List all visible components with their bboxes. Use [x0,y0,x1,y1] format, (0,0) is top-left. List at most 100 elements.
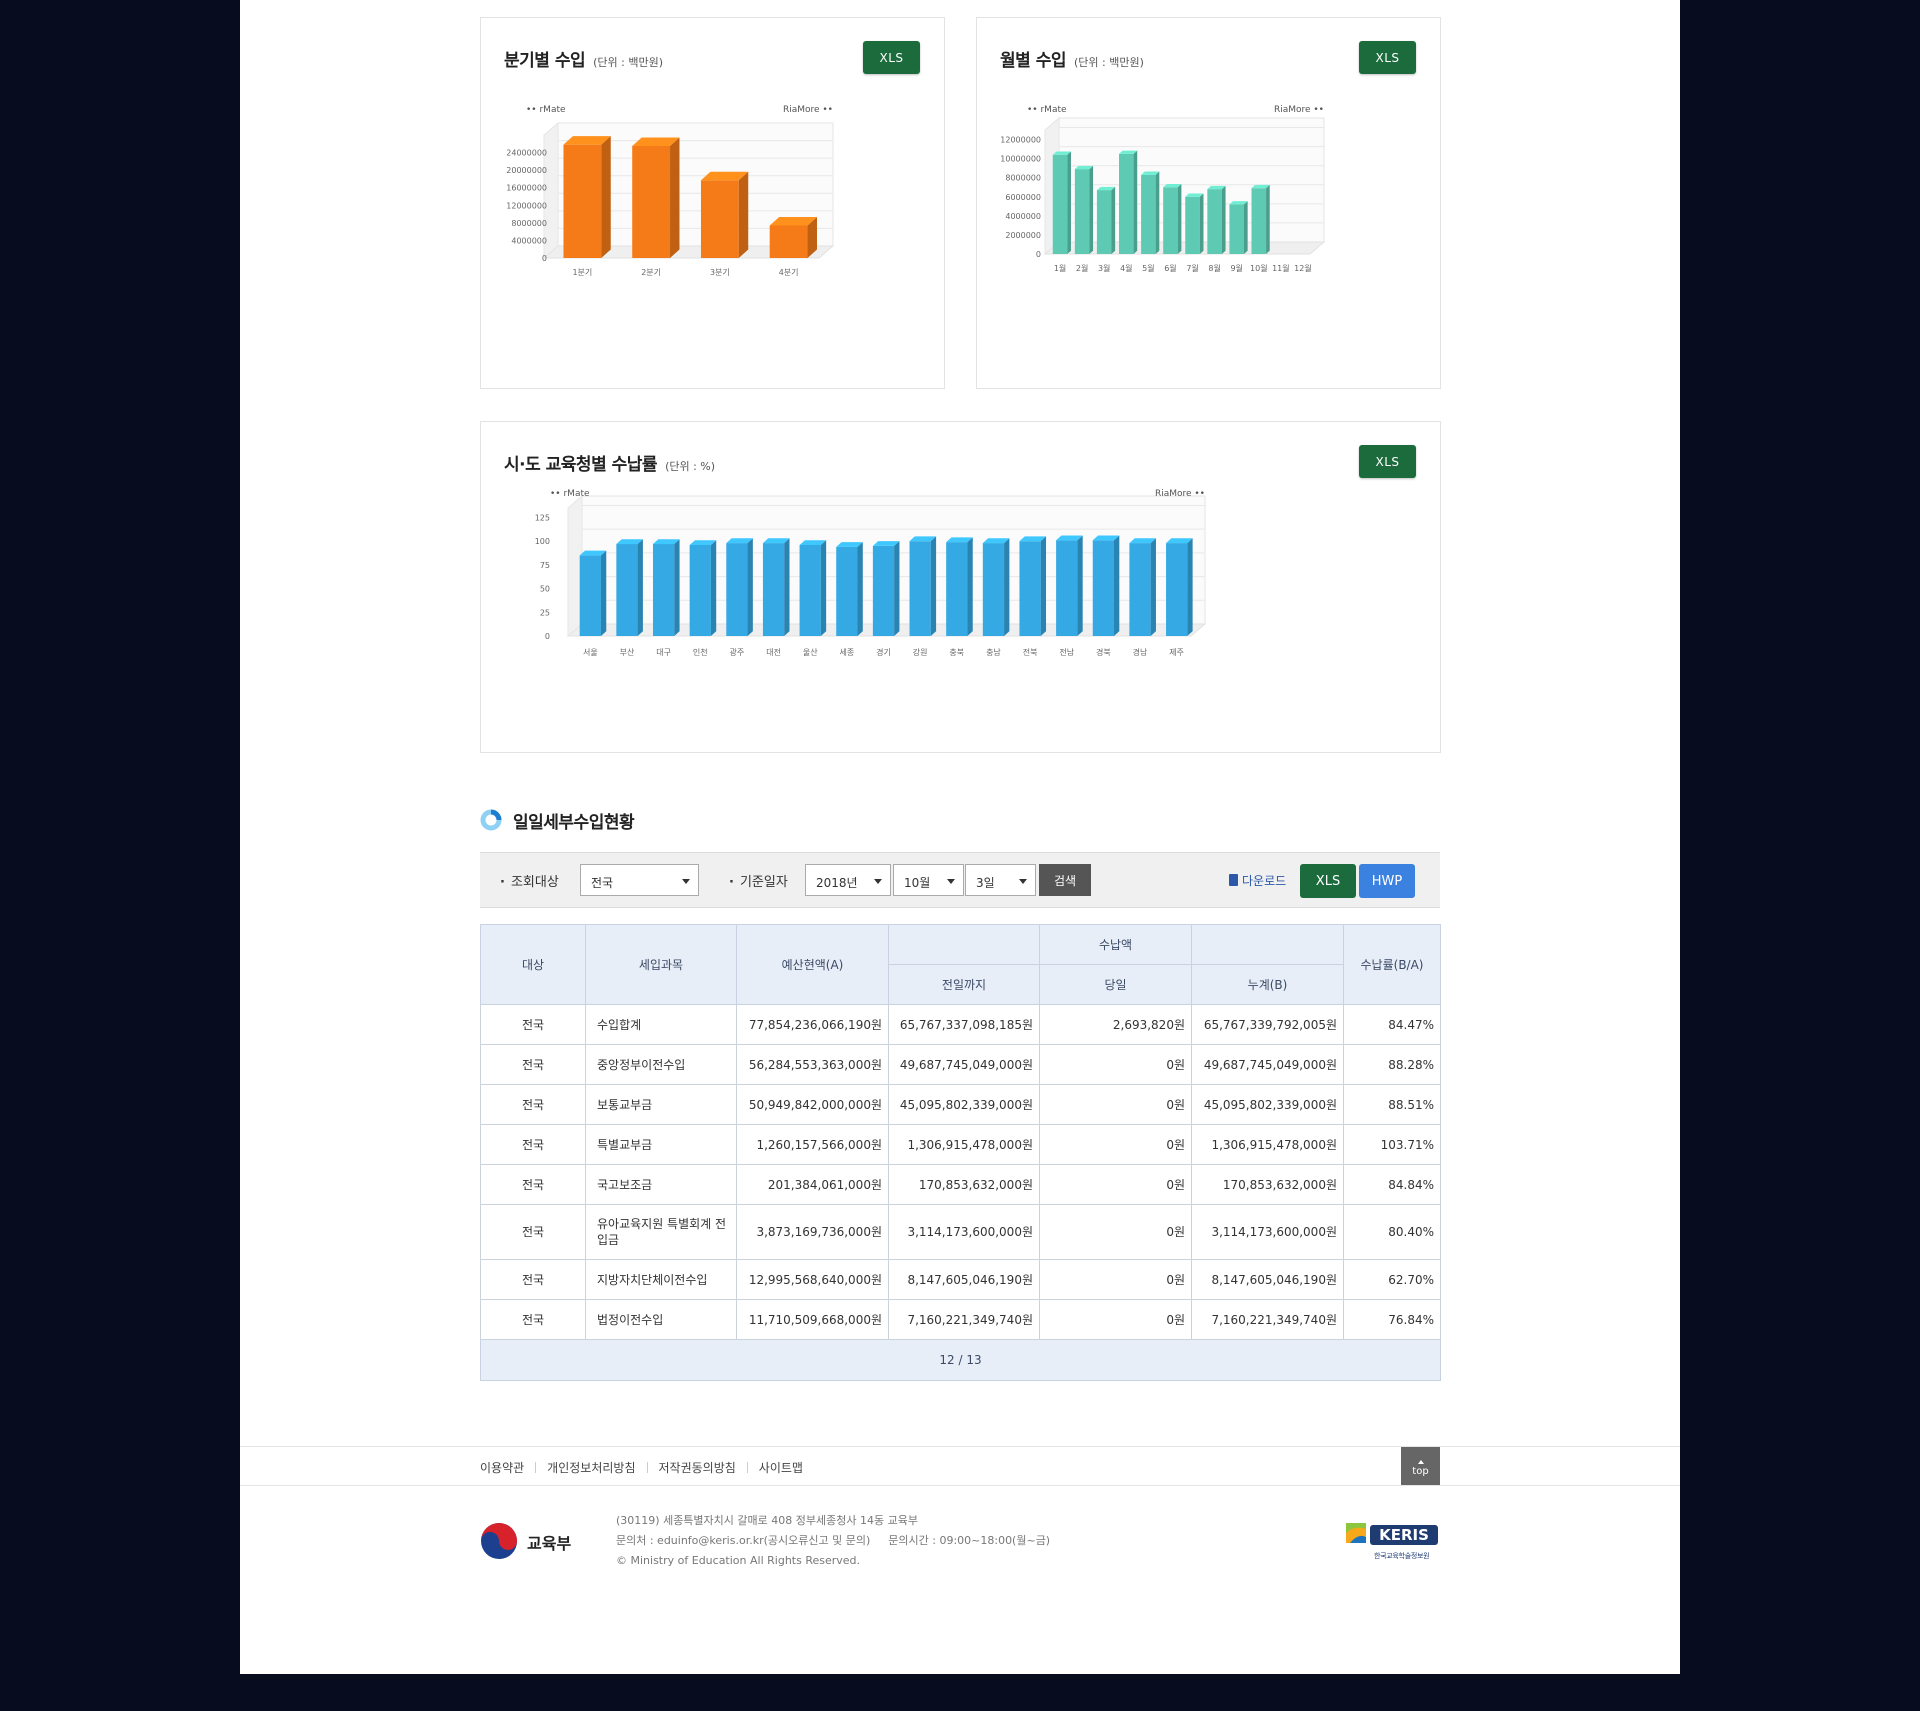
footer-divider [240,1446,1680,1447]
chart-category-label: 1월 [1054,263,1066,273]
table-cell: 49,687,745,049,000원 [1191,1044,1344,1085]
footer-divider [240,1485,1680,1486]
chart-bar [1019,536,1047,636]
chart-brand-right: RiaMore •• [1274,105,1324,115]
page [240,0,1680,1674]
table-xls-button[interactable]: XLS [1300,864,1356,898]
search-button[interactable]: 검색 [1039,864,1091,896]
chart-bar [1166,538,1193,636]
table-cell: 중앙정부이전수입 [585,1044,737,1085]
regional-chart-title: 시·도 교육청별 수납률 (단위 : %) [504,455,716,475]
chart-category-label: 3분기 [710,268,730,277]
chart-bar [652,539,680,636]
footer-link-terms[interactable]: 이용약관 [480,1461,525,1475]
table-cell: 0원 [1039,1124,1192,1165]
chart-tick-label: 12000000 [1000,136,1041,145]
chart-category-label: 제주 [1169,648,1184,657]
table-cell: 84.47% [1343,1004,1441,1045]
table-cell: 84.84% [1343,1164,1441,1205]
table-cell: 8,147,605,046,190원 [1191,1259,1344,1300]
footer-links: 이용약관 개인정보처리방침 저작권동의방침 사이트맵 [480,1459,803,1476]
chart-category-label: 부산 [620,647,635,657]
chart-category-label: 10월 [1250,263,1268,273]
chart-category-label: 2분기 [641,268,661,277]
footer-link-sitemap[interactable]: 사이트맵 [758,1461,803,1475]
table-cell: 전국 [480,1004,586,1045]
header-target: 대상 [480,924,586,1005]
table-cell: 65,767,339,792,005원 [1191,1004,1344,1045]
header-today: 당일 [1039,964,1192,1005]
chart-tick-label: 75 [540,561,550,570]
chart-side-wall [543,121,559,260]
header-cumulative: 누계(B) [1191,964,1344,1005]
footer-link-copyright[interactable]: 저작권동의방침 [658,1461,736,1475]
table-cell: 56,284,553,363,000원 [736,1044,889,1085]
quarterly-xls-button[interactable]: XLS [863,41,920,74]
day-select-value: 3일 [976,876,995,890]
chart-tick-label: 24000000 [506,149,547,158]
scroll-top-label: top [1412,1466,1429,1477]
chart-category-label: 대전 [766,647,781,657]
table-cell: 49,687,745,049,000원 [888,1044,1040,1085]
scroll-top-button[interactable]: top [1401,1447,1440,1485]
month-select-value: 10월 [904,876,931,890]
table-cell: 80.40% [1343,1204,1441,1260]
chart-bar [872,541,900,636]
download-link[interactable]: 다운로드 [1229,872,1286,889]
footer-link-privacy[interactable]: 개인정보처리방침 [547,1461,636,1475]
chart-bar [1207,185,1226,254]
year-select-value: 2018년 [816,876,858,890]
chart-bar [1229,201,1248,254]
table-cell: 8,147,605,046,190원 [888,1259,1040,1300]
chart-bar [689,540,717,636]
chart-category-label: 강원 [913,647,928,657]
table-cell: 전국 [480,1204,586,1260]
table-cell: 3,873,169,736,000원 [736,1204,889,1260]
table-cell: 전국 [480,1164,586,1205]
separator [646,1462,648,1473]
table-cell: 170,853,632,000원 [888,1164,1040,1205]
table-cell: 88.28% [1343,1044,1441,1085]
chart-tick-label: 20000000 [506,166,547,175]
table-cell: 0원 [1039,1164,1192,1205]
table-hwp-button[interactable]: HWP [1359,864,1415,898]
chevron-down-icon [947,879,955,884]
table-cell: 62.70% [1343,1259,1441,1300]
document-icon [1229,874,1238,886]
chart-category-label: 11월 [1272,263,1290,273]
table-cell: 0원 [1039,1044,1192,1085]
chart-bar [700,171,749,258]
chart-tick-label: 2000000 [1005,231,1041,240]
chevron-down-icon [1019,879,1027,884]
chart-bar [1163,183,1182,254]
chart-brand-left: •• rMate [1027,105,1067,115]
table-cell: 1,260,157,566,000원 [736,1124,889,1165]
footer-info: (30119) 세종특별자치시 갈매로 408 정부세종청사 14동 교육부 문… [616,1511,1050,1571]
pagination: 12 / 13 [480,1339,1441,1381]
monthly-xls-button[interactable]: XLS [1359,41,1416,74]
chart-bar [616,539,643,636]
ministry-emblem-icon [481,1523,517,1559]
chart-category-label: 서울 [583,648,598,657]
chevron-down-icon [874,879,882,884]
chart-category-label: 2월 [1076,263,1088,273]
month-select[interactable]: 10월 [893,864,964,896]
target-select[interactable]: 전국 [580,864,699,896]
day-select[interactable]: 3일 [965,864,1036,896]
chart-tick-label: 0 [1036,250,1041,259]
target-select-value: 전국 [591,876,614,890]
table-cell: 103.71% [1343,1124,1441,1165]
chart-tick-label: 8000000 [1005,174,1041,183]
table-cell: 45,095,802,339,000원 [888,1084,1040,1125]
chart-category-label: 충남 [986,648,1001,657]
date-label: 기준일자 [729,871,788,890]
table-cell: 국고보조금 [585,1164,737,1205]
table-row: 전국 국고보조금 201,384,061,000원 170,853,632,000원 0… [480,1164,1441,1205]
regional-xls-button[interactable]: XLS [1359,445,1416,478]
chart-category-label: 울산 [803,647,818,657]
keris-logo: KERIS [1346,1523,1438,1545]
chart-category-label: 6월 [1164,263,1176,273]
chart-tick-label: 16000000 [506,184,547,193]
year-select[interactable]: 2018년 [805,864,891,896]
table-cell: 0원 [1039,1259,1192,1300]
